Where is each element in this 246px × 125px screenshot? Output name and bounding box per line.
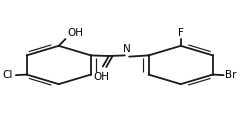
Text: Cl: Cl bbox=[2, 70, 12, 80]
Text: OH: OH bbox=[68, 28, 84, 38]
Text: OH: OH bbox=[94, 72, 110, 82]
Text: N: N bbox=[123, 44, 131, 54]
Text: Br: Br bbox=[225, 70, 237, 80]
Text: F: F bbox=[178, 28, 184, 38]
